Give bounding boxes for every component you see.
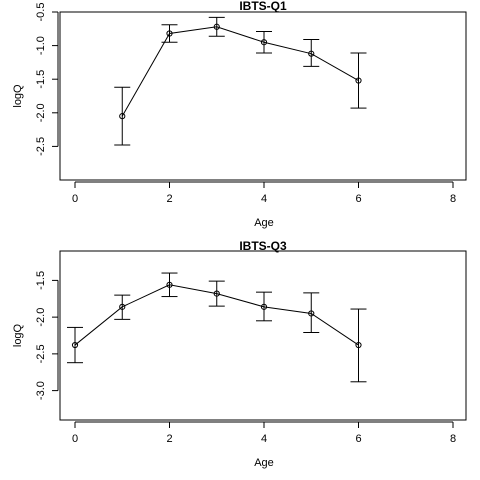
- data-point: [166, 30, 173, 37]
- x-tick-label: 2: [166, 193, 172, 205]
- x-axis-title: Age: [254, 457, 274, 469]
- data-point: [71, 341, 79, 349]
- data-point: [213, 23, 220, 30]
- x-tick-label: 8: [450, 433, 456, 445]
- error-bar: [350, 308, 367, 383]
- error-bar: [303, 39, 320, 67]
- x-tick-label: 0: [72, 193, 78, 205]
- error-bar: [208, 16, 225, 37]
- y-tick-label: -2.0: [35, 103, 47, 122]
- error-bar: [350, 52, 367, 109]
- data-point: [260, 39, 268, 46]
- error-bar: [161, 272, 178, 298]
- error-bar: [208, 280, 225, 307]
- data-point: [119, 113, 126, 120]
- chart-title: IBTS-Q3: [239, 239, 287, 253]
- series-line: [121, 26, 359, 117]
- error-bar: [114, 294, 131, 320]
- x-tick-label: 6: [355, 433, 361, 445]
- data-point: [308, 310, 315, 317]
- data-point: [308, 50, 315, 57]
- y-tick-label: -2.5: [35, 137, 47, 156]
- data-point: [119, 303, 126, 310]
- y-tick-label: -0.5: [35, 3, 47, 22]
- x-tick-label: 0: [72, 433, 78, 445]
- error-bar: [303, 292, 320, 334]
- data-point: [260, 303, 268, 310]
- y-tick-label: -2.5: [35, 344, 47, 363]
- error-bar: [114, 86, 131, 146]
- chart-title: IBTS-Q1: [239, 0, 287, 13]
- plot-frame: [59, 11, 467, 181]
- y-axis-title: logQ: [12, 84, 24, 108]
- y-tick-label: -1.0: [35, 36, 47, 55]
- x-axis-title: Age: [254, 217, 274, 229]
- error-bar: [256, 291, 272, 322]
- data-point: [355, 341, 362, 349]
- data-point: [213, 290, 220, 297]
- y-tick-label: -1.5: [35, 70, 47, 89]
- plot-frame: [59, 250, 467, 421]
- y-tick-label: -3.0: [35, 381, 47, 400]
- data-point: [355, 77, 362, 84]
- chart-panel-2: IBTS-Q3 0 2 4 6 8 Age -3.0 -2.5 -2.0 -1.5 logQ: [12, 239, 467, 469]
- x-tick-label: 8: [450, 193, 456, 205]
- x-tick-label: 4: [261, 433, 267, 445]
- data-point: [166, 281, 173, 288]
- x-tick-label: 6: [355, 193, 361, 205]
- y-tick-label: -2.0: [35, 308, 47, 327]
- error-bar: [256, 30, 272, 54]
- y-tick-label: -1.5: [35, 271, 47, 290]
- error-bar: [161, 24, 178, 43]
- x-tick-label: 4: [261, 193, 267, 205]
- x-tick-label: 2: [166, 433, 172, 445]
- error-bar: [67, 326, 83, 364]
- chart-panel-1: IBTS-Q1 0 2 4 6 8 Age -2.5 -2.0 -1.5 -1.0 -0.5 logQ: [12, 0, 467, 229]
- y-axis-title: logQ: [12, 323, 24, 347]
